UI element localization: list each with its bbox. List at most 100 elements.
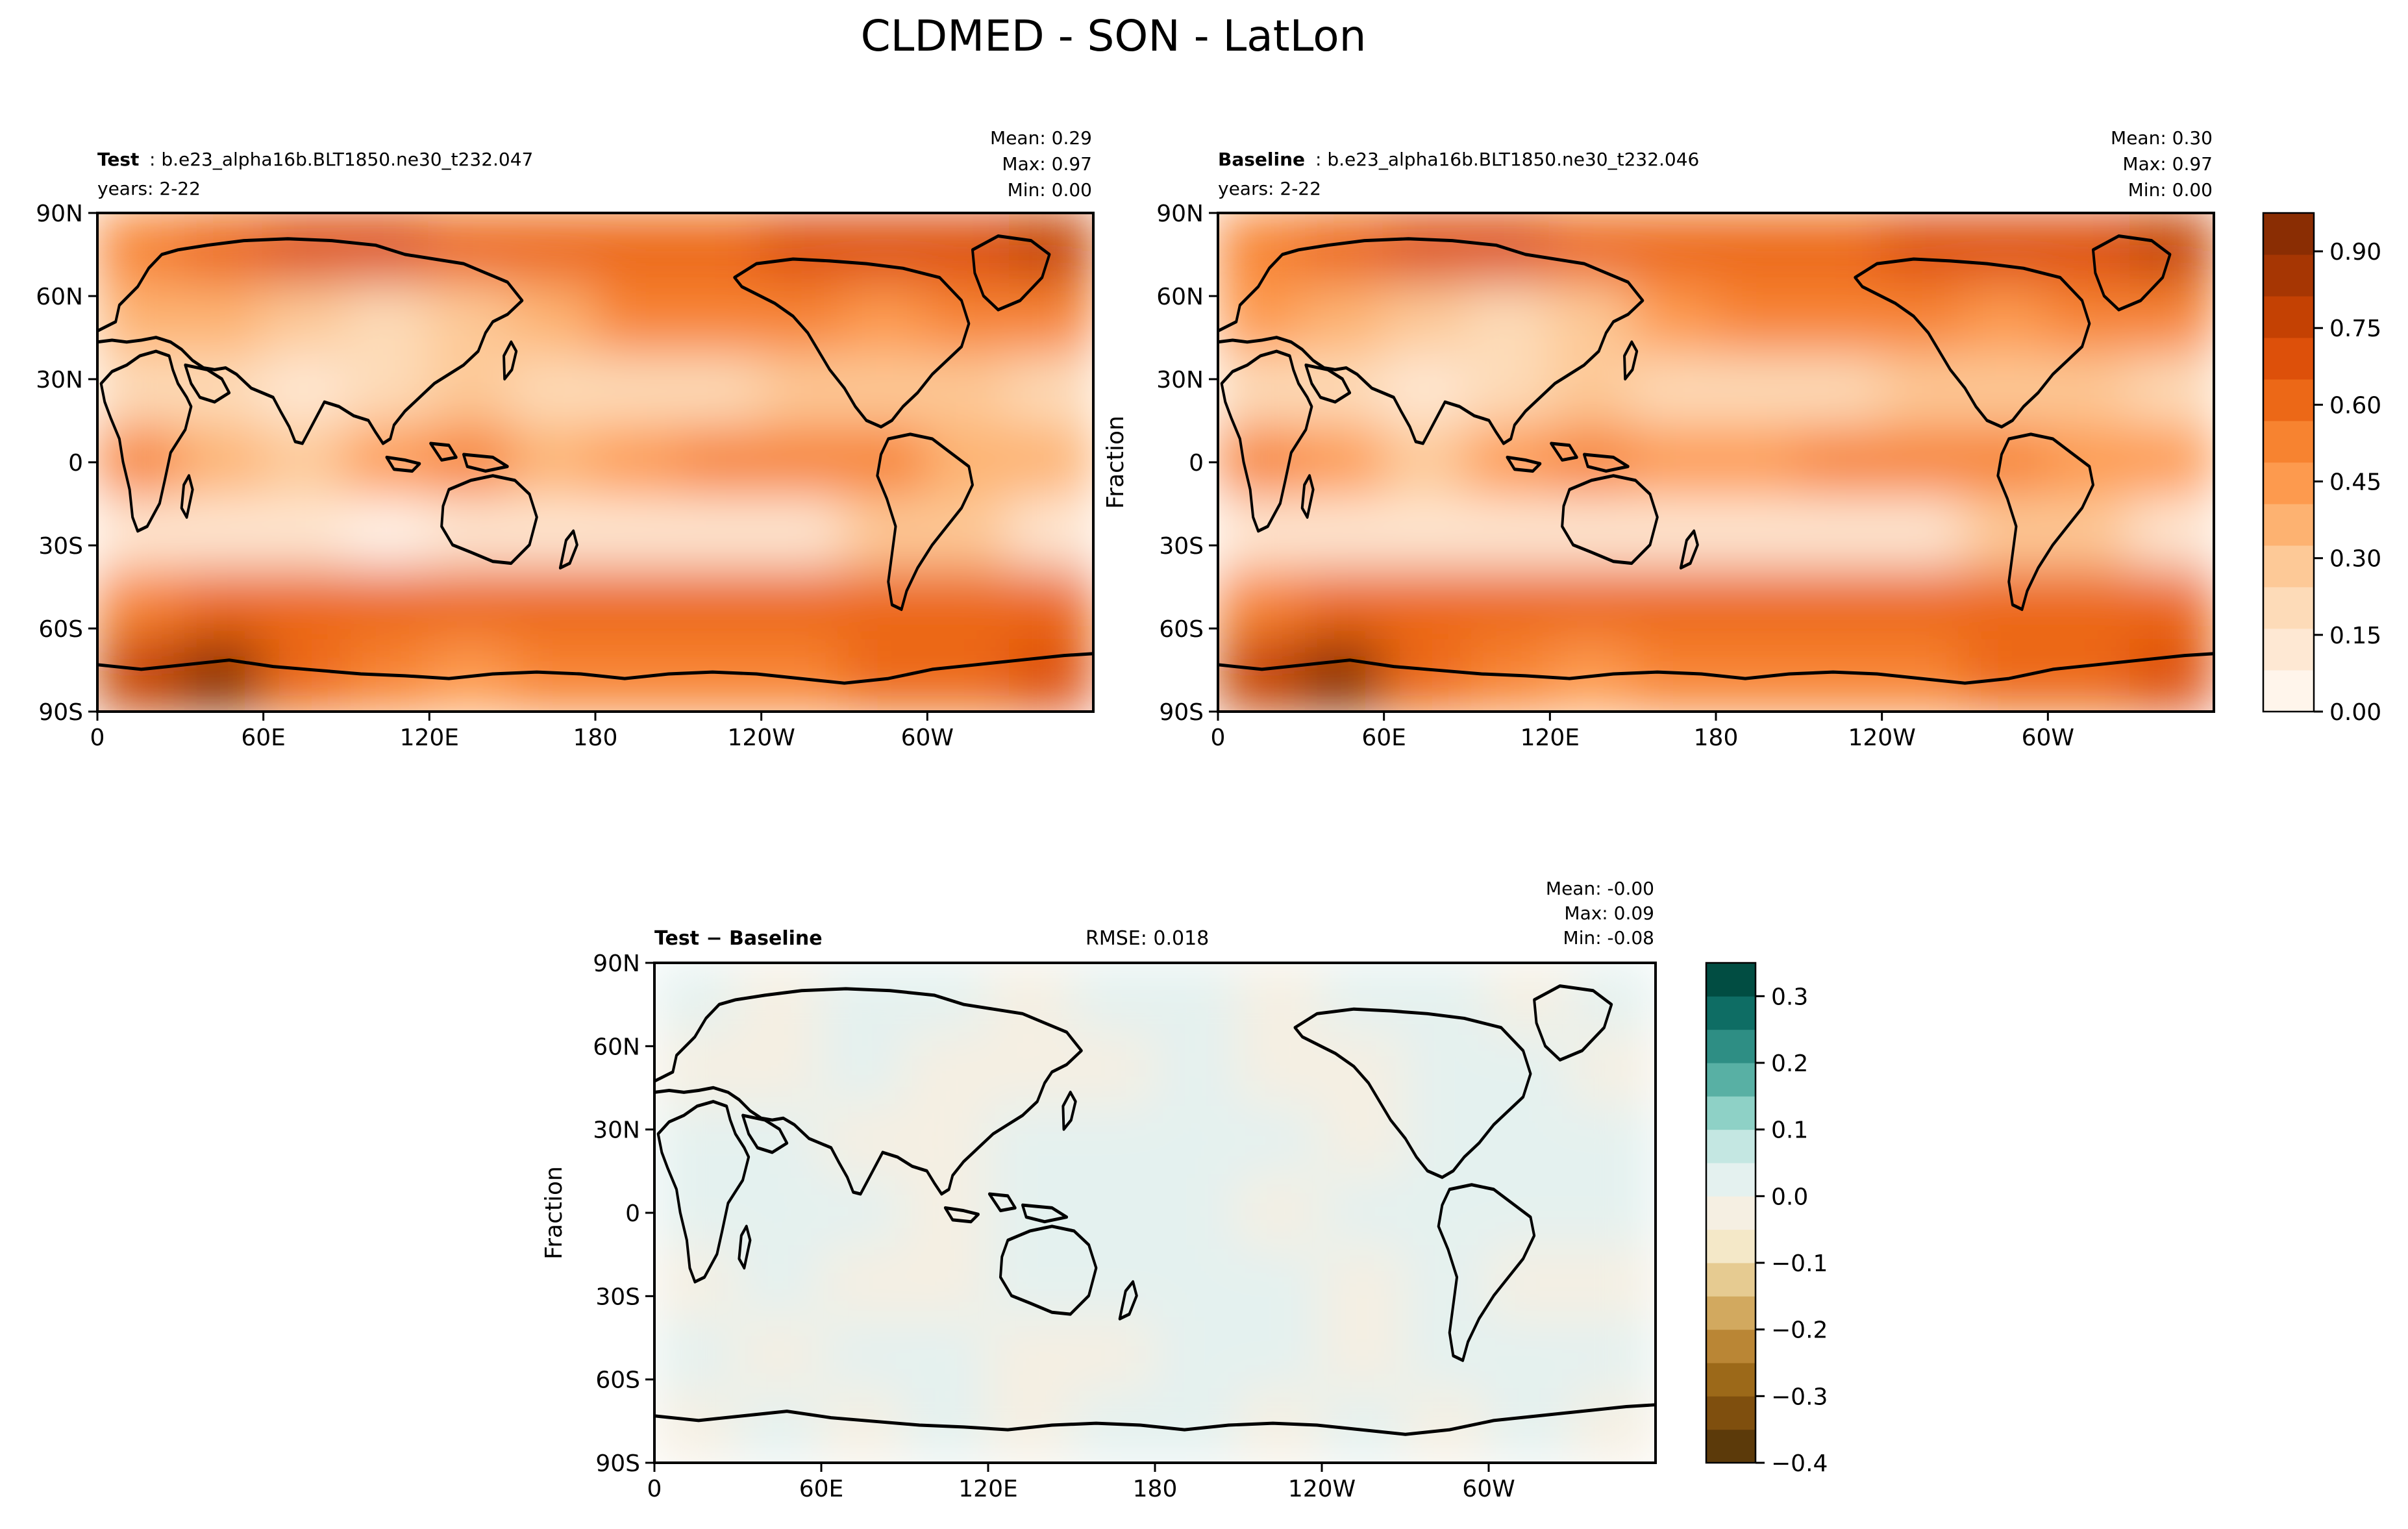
heatmap-cell [1548,567,1635,642]
heatmap-cell [1299,639,1385,712]
heatmap-cell [1797,213,1883,286]
heatmap-cell [428,213,514,286]
heatmap-cell [1070,1319,1156,1393]
heatmap-cell [594,354,680,429]
heatmap-cell [1963,639,2050,712]
heatmap-cell [676,354,763,429]
heatmap-cell [1009,496,1093,571]
x-tick-label: 60E [1361,725,1406,751]
colorbar-tick-label: 0.90 [2329,239,2381,266]
colorbar-tick-label: 0.00 [2329,699,2381,726]
heatmap-cell [1963,354,2050,429]
heatmap-cell [594,425,680,499]
baseline-ylabel: Fraction [1102,416,1129,509]
test-stat-max: Max: 0.97 [1002,153,1092,175]
difference-stat-max: Max: 0.09 [1564,902,1654,924]
heatmap-cell [2046,354,2133,429]
heatmap-cell [428,282,514,357]
colorbar-swatch [1706,1163,1756,1197]
colorbar-swatch [1706,1129,1756,1163]
x-tick-label: 120W [1848,725,1916,751]
test-axis-ticks: 0 60E 120E 180 120W 60W 90N 60N 30N 0 30S 60S 90S [36,201,954,751]
heatmap-cell [1321,1176,1407,1250]
y-tick-label: 30N [1156,367,1204,393]
heatmap-cell [511,496,597,571]
heatmap-cell [1218,282,1302,357]
heatmap-cell [1465,567,1552,642]
heatmap-cell [1632,282,1717,357]
heatmap-cell [2129,282,2214,357]
heatmap-cell [1009,282,1093,357]
colorbar-swatch [1706,1229,1756,1263]
heatmap-cell [262,496,348,571]
heatmap-cell [2129,496,2214,571]
baseline-stat-max: Max: 0.97 [2122,153,2213,175]
test-label-rest: : b.e23_alpha16b.BLT1850.ne30_t232.047 [149,149,533,170]
y-tick-label: 90N [1156,201,1204,227]
x-tick-label: 180 [1694,725,1739,751]
y-tick-label: 0 [68,450,83,477]
heatmap-cell [987,1247,1073,1321]
heatmap-cell [428,567,514,642]
y-tick-label: 60N [36,284,83,310]
colorbar-tick-label: 0.15 [2329,623,2381,649]
baseline-heatmap-cells [1218,213,2214,712]
heatmap-cell [926,354,1012,429]
difference-rmse: RMSE: 0.018 [1086,927,1209,950]
difference-axis-ticks: 0 60E 120E 180 120W 60W 90N 60N 30N 0 30S 60S 90S [593,951,1515,1502]
heatmap-cell [843,425,929,499]
heatmap-cell [1154,1247,1240,1321]
heatmap-cell [1465,354,1552,429]
heatmap-cell [1299,282,1385,357]
heatmap-cell [654,1319,739,1393]
heatmap-cell [1321,1033,1407,1107]
heatmap-cell [926,567,1012,642]
heatmap-cell [262,354,348,429]
heatmap-cell [428,354,514,429]
baseline-label-rest: : b.e23_alpha16b.BLT1850.ne30_t232.046 [1315,149,1699,170]
heatmap-cell [1548,213,1635,286]
heatmap-cell [1963,496,2050,571]
heatmap-cell [1382,354,1469,429]
heatmap-cell [1299,425,1385,499]
heatmap-cell [345,282,431,357]
heatmap-cell [1154,1176,1240,1250]
heatmap-cell [1382,496,1469,571]
heatmap-cell [345,354,431,429]
x-tick-label: 60E [799,1476,844,1502]
heatmap-cell [843,354,929,429]
heatmap-cell [2129,213,2214,286]
heatmap-cell [843,496,929,571]
heatmap-cell [1880,213,1967,286]
heatmap-cell [97,282,182,357]
colorbar-swatch [1706,1196,1756,1230]
x-tick-label: 180 [1133,1476,1178,1502]
heatmap-cell [1487,1390,1574,1463]
heatmap-cell [97,354,182,429]
heatmap-cell [1009,567,1093,642]
y-tick-label: 90N [36,201,83,227]
test-label-bold: Test [97,149,139,170]
heatmap-cell [179,213,265,286]
y-tick-label: 30N [593,1117,640,1144]
heatmap-cell [1548,354,1635,429]
heatmap-cell [97,213,182,286]
y-tick-label: 30N [36,367,83,393]
colorbar-swatch [2263,587,2314,629]
heatmap-cell [736,1319,823,1393]
colorbar-swatch [2263,421,2314,463]
heatmap-cell [654,1247,739,1321]
heatmap-cell [1570,1104,1656,1178]
heatmap-cell [1963,425,2050,499]
heatmap-cell [1632,496,1717,571]
heatmap-cell [594,567,680,642]
colorbar-swatch [2263,296,2314,338]
difference-stat-mean: Mean: -0.00 [1546,878,1654,899]
heatmap-cell [511,567,597,642]
heatmap-cell [262,213,348,286]
y-tick-label: 60S [595,1367,640,1394]
y-tick-label: 90N [593,951,640,977]
x-tick-label: 60W [1462,1476,1515,1502]
colorbar-swatch [2263,255,2314,297]
heatmap-cell [594,496,680,571]
